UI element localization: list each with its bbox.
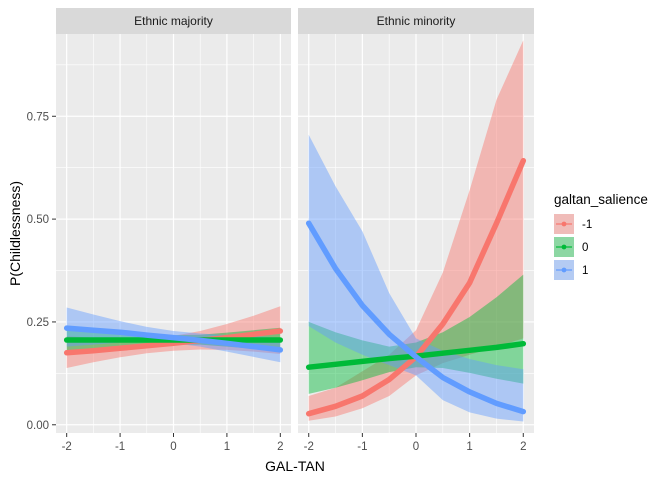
facet-panel-1: Ethnic minority <box>298 8 534 433</box>
y-tick-label: 0.25 <box>27 317 49 329</box>
x-tick-label: 2 <box>520 441 526 453</box>
x-tick-label: 0 <box>170 441 176 453</box>
legend-key-point <box>561 267 567 273</box>
facet-strip-label: Ethnic minority <box>377 14 456 28</box>
legend-key-1 <box>554 237 574 257</box>
facet-strip-label: Ethnic majority <box>134 14 213 28</box>
x-tick-label: 1 <box>466 441 472 453</box>
x-tick-label: 1 <box>224 441 230 453</box>
legend-key-2 <box>554 260 574 280</box>
x-tick-label: -2 <box>62 441 72 453</box>
x-axis-title: GAL-TAN <box>265 458 325 474</box>
confidence-ribbon-1-0 <box>308 40 524 421</box>
x-tick-label: -1 <box>115 441 125 453</box>
facet-strip <box>56 8 291 34</box>
legend-key-point <box>561 244 567 250</box>
legend-title: galtan_salience <box>554 192 648 207</box>
x-tick-label: 2 <box>277 441 283 453</box>
x-tick-label: -1 <box>357 441 367 453</box>
series-line-1-2 <box>305 220 527 415</box>
confidence-ribbon-1-2 <box>308 134 524 422</box>
x-tick-label: -2 <box>304 441 314 453</box>
facet-panel-0: Ethnic majority <box>56 8 291 433</box>
x-tick-label: 0 <box>413 441 419 453</box>
facet-strip <box>298 8 534 34</box>
y-tick-label: 0.00 <box>27 420 49 432</box>
legend-label: 1 <box>582 265 588 277</box>
series-line-0-0 <box>63 328 284 356</box>
y-tick-label: 0.50 <box>27 214 49 226</box>
legend-key-0 <box>554 214 574 234</box>
legend-label: -1 <box>582 219 592 231</box>
legend-label: 0 <box>582 242 588 254</box>
y-axis-title: P(Childlessness) <box>7 181 23 286</box>
y-tick-label: 0.75 <box>27 111 49 123</box>
series-line-0-2 <box>63 325 284 353</box>
legend-key-point <box>561 221 567 227</box>
